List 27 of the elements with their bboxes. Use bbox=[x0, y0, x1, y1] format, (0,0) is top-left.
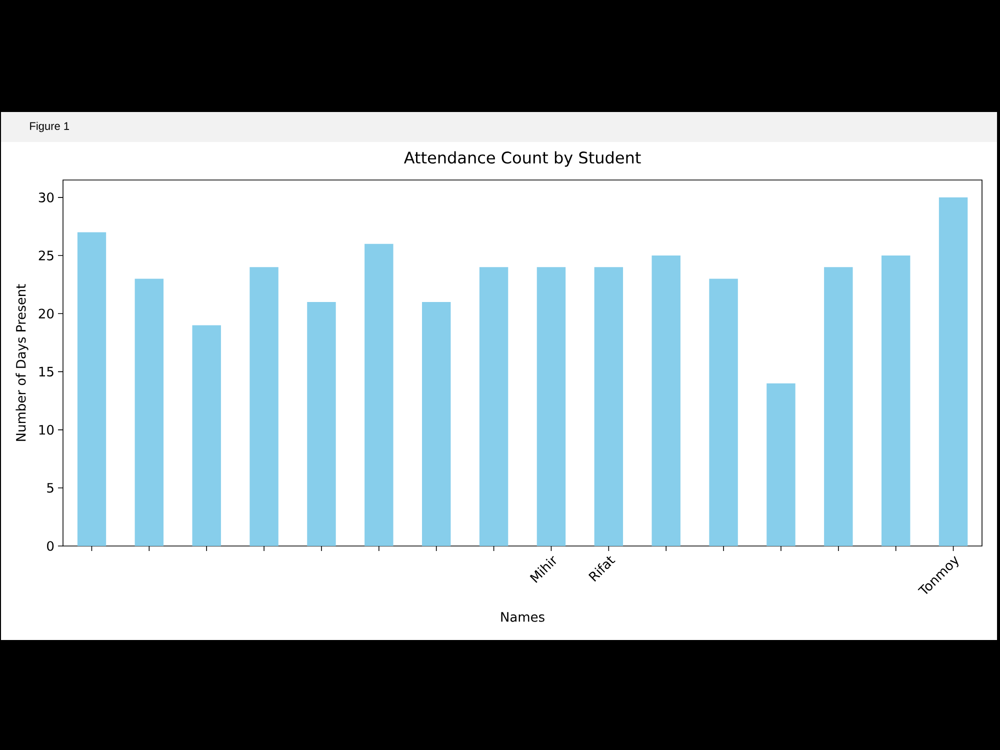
caption: Figure 1 bbox=[30, 122, 70, 132]
bar bbox=[881, 256, 910, 546]
bar bbox=[77, 232, 106, 546]
bar bbox=[709, 278, 738, 546]
bar bbox=[364, 244, 394, 546]
bar bbox=[479, 267, 508, 546]
bar bbox=[594, 267, 624, 546]
bar bbox=[824, 267, 853, 546]
y-tick-label: 15 bbox=[39, 366, 54, 377]
bar bbox=[938, 197, 968, 546]
y-tick-label: 30 bbox=[38, 192, 54, 202]
chart-title: Attendance Count by Student bbox=[404, 151, 641, 167]
y-axis-title: Number of Days Present bbox=[16, 284, 28, 441]
bar bbox=[134, 278, 164, 546]
bar bbox=[250, 267, 278, 546]
bar bbox=[652, 256, 680, 546]
bar bbox=[766, 383, 796, 546]
y-tick-label: 25 bbox=[38, 250, 54, 260]
bar bbox=[536, 267, 566, 546]
y-tick-label: 5 bbox=[47, 483, 54, 493]
y-tick-label: 10 bbox=[39, 424, 54, 435]
bar bbox=[422, 302, 451, 546]
x-axis-title: Names bbox=[501, 612, 544, 622]
y-tick-label: 0 bbox=[47, 541, 54, 551]
bar bbox=[307, 302, 336, 546]
y-tick-label: 20 bbox=[38, 308, 54, 319]
bar bbox=[192, 325, 221, 546]
